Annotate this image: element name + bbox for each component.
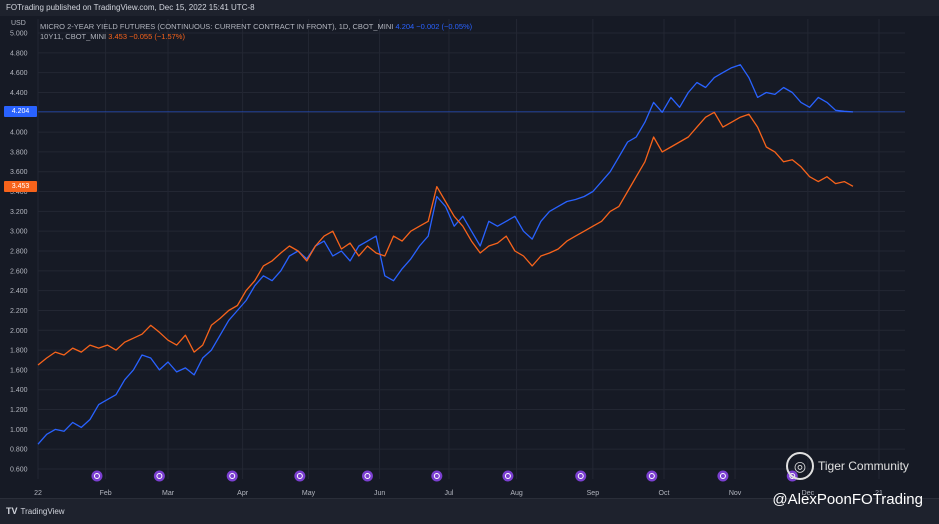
- y-tick-label: 1.400: [10, 387, 28, 394]
- event-icon-glyph: [296, 473, 303, 479]
- bottom-bar: [0, 498, 939, 524]
- x-tick-label: Nov: [729, 490, 742, 497]
- chart-area[interactable]: [0, 16, 939, 498]
- series-line-1: [37, 64, 854, 445]
- x-tick-label: Jun: [374, 490, 385, 497]
- event-icon: [646, 470, 658, 482]
- y-tick-label: 1.600: [10, 367, 28, 374]
- legend-series2-name: 10Y11, CBOT_MINI: [40, 32, 107, 41]
- event-icon: [431, 470, 443, 482]
- y-tick-label: 2.400: [10, 288, 28, 295]
- y-tick-label: 4.600: [10, 70, 28, 77]
- y-tick-label: 5.000: [10, 31, 28, 38]
- x-tick-label: Sep: [587, 490, 600, 497]
- tiger-community-watermark: ◎ Tiger Community: [786, 452, 909, 480]
- event-icon-glyph: [504, 473, 511, 479]
- tradingview-brand: TradingView: [20, 506, 65, 516]
- x-tick-label: May: [302, 490, 316, 497]
- event-icon: [91, 470, 103, 482]
- currency-label: USD: [11, 20, 26, 27]
- y-tick-label: 4.800: [10, 50, 28, 57]
- y-tick-label: 3.600: [10, 169, 28, 176]
- event-icon: [226, 470, 238, 482]
- x-tick-label: 22: [34, 490, 42, 497]
- y-tick-label: 1.000: [10, 427, 28, 434]
- x-tick-label: Dec: [802, 490, 815, 497]
- event-icon-glyph: [719, 473, 726, 479]
- x-tick-label: Mar: [162, 490, 175, 497]
- event-icon-glyph: [364, 473, 371, 479]
- legend-series2-value: 3.453 −0.055 (−1.57%): [108, 32, 185, 41]
- y-tick-label: 2.200: [10, 308, 28, 315]
- event-icon-glyph: [433, 473, 440, 479]
- y-tick-label: 0.800: [10, 447, 28, 454]
- x-tick-label: Aug: [510, 490, 523, 497]
- event-icon: [502, 470, 514, 482]
- top-bar: FOTrading published on TradingView.com, …: [0, 0, 939, 16]
- event-icon-glyph: [93, 473, 100, 479]
- tiger-logo-icon: ◎: [786, 452, 814, 480]
- event-icon-glyph: [577, 473, 584, 479]
- y-tick-label: 0.600: [10, 467, 28, 474]
- y-tick-label: 2.600: [10, 268, 28, 275]
- x-tick-label: 21: [875, 490, 883, 497]
- legend-series1-name: MICRO 2-YEAR YIELD FUTURES (CONTINUOUS: …: [40, 22, 394, 31]
- y-tick-label: 3.200: [10, 209, 28, 216]
- tiger-community-text: Tiger Community: [818, 459, 909, 473]
- event-icon: [361, 470, 373, 482]
- event-icon-glyph: [156, 473, 163, 479]
- publisher-caption: FOTrading published on TradingView.com, …: [6, 3, 255, 12]
- event-icon: [294, 470, 306, 482]
- event-icon-glyph: [229, 473, 236, 479]
- x-tick-label: Feb: [100, 490, 112, 497]
- legend-series1-value: 4.204 −0.002 (−0.05%): [395, 22, 473, 31]
- x-tick-label: Apr: [237, 490, 249, 497]
- legend-row-1[interactable]: MICRO 2-YEAR YIELD FUTURES (CONTINUOUS: …: [40, 22, 472, 31]
- y-tick-label: 1.200: [10, 407, 28, 414]
- tradingview-icon: TV: [6, 506, 18, 516]
- y-tick-label: 2.000: [10, 328, 28, 335]
- y-tick-label: 3.400: [10, 189, 28, 196]
- x-tick-label: Oct: [659, 490, 670, 497]
- last-price-tag-blue: 4.204: [4, 106, 37, 118]
- price-chart[interactable]: 0.600 0.800 1.000 1.200 1.400 1.600 1.800 2.000…: [0, 0, 939, 498]
- last-price-tag-orange: 3.453: [4, 180, 37, 192]
- event-icon: [575, 470, 587, 482]
- y-tick-label: 3.800: [10, 149, 28, 156]
- y-tick-label: 4.000: [10, 130, 28, 137]
- event-icon: [717, 470, 729, 482]
- y-tick-label: 2.800: [10, 249, 28, 256]
- tradingview-logo[interactable]: TV TradingView: [6, 506, 65, 516]
- x-tick-label: Jul: [444, 490, 453, 497]
- event-icon-glyph: [648, 473, 655, 479]
- y-tick-label: 3.000: [10, 229, 28, 236]
- y-tick-label: 1.800: [10, 348, 28, 355]
- y-tick-label: 4.400: [10, 90, 28, 97]
- series-line-2: [37, 111, 854, 366]
- event-icon: [153, 470, 165, 482]
- author-watermark: @AlexPoonFOTrading: [772, 491, 923, 508]
- legend-row-2[interactable]: 10Y11, CBOT_MINI 3.453 −0.055 (−1.57%): [40, 32, 185, 41]
